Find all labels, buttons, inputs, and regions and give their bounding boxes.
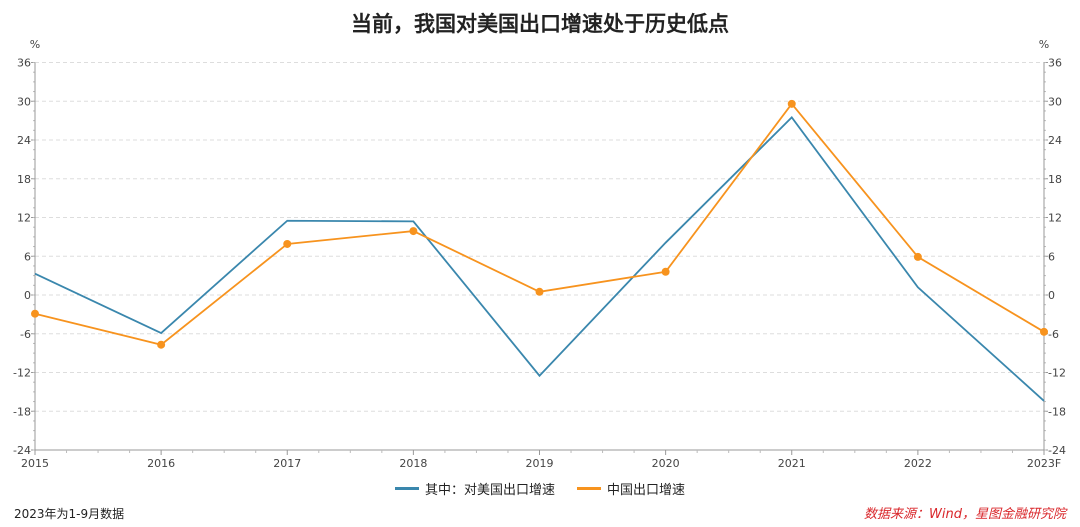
y-tick-label-left: -12 — [13, 367, 31, 380]
x-tick-label: 2022 — [904, 457, 932, 470]
x-tick-label: 2015 — [21, 457, 49, 470]
y-axis-unit-left: % — [30, 38, 40, 51]
y-tick-label-right: 12 — [1048, 212, 1062, 225]
data-point — [409, 227, 418, 236]
y-tick-label-left: -6 — [20, 328, 31, 341]
y-tick-label-left: 30 — [17, 95, 31, 108]
data-point — [283, 239, 292, 248]
y-tick-label-left: 0 — [24, 289, 31, 302]
y-tick-label-right: 18 — [1048, 173, 1062, 186]
data-point — [661, 267, 670, 276]
y-tick-label-right: 6 — [1048, 250, 1055, 263]
data-point — [535, 287, 544, 296]
x-tick-label: 2018 — [399, 457, 427, 470]
y-tick-label-left: 18 — [17, 173, 31, 186]
legend-item-us-exports[interactable]: 其中：对美国出口增速 — [394, 479, 555, 498]
series-line-0 — [34, 116, 1045, 402]
legend-swatch-blue — [394, 487, 419, 490]
data-point — [1040, 327, 1048, 336]
y-tick-label-left: 6 — [24, 250, 31, 263]
x-tick-label: 2019 — [526, 457, 554, 470]
y-tick-label-left: 24 — [17, 134, 31, 147]
y-tick-label-right: 30 — [1048, 95, 1062, 108]
legend-swatch-orange — [577, 487, 601, 490]
data-point — [157, 340, 166, 349]
legend-label: 其中：对美国出口增速 — [424, 483, 555, 498]
line-chart: 36 36 30 30 24 24 18 18 12 12 6 6 0 0 -6 -6 -12 -12 -18 -18… — [13, 38, 1066, 470]
y-tick-label-right: -6 — [1048, 328, 1059, 341]
data-source: 数据来源：Wind，星图金融研究院 — [864, 507, 1066, 522]
y-tick-label-right: 24 — [1048, 134, 1062, 147]
y-tick-label-right: 0 — [1048, 289, 1055, 302]
data-point — [787, 99, 796, 108]
y-tick-label-left: 36 — [17, 57, 31, 70]
x-tick-label: 2017 — [273, 457, 301, 470]
y-tick-label-right: -18 — [1048, 405, 1066, 418]
legend-label: 中国出口增速 — [607, 483, 686, 498]
y-tick-label-left: -18 — [13, 405, 31, 418]
chart-title: 当前，我国对美国出口增速处于历史低点 — [351, 12, 729, 36]
y-tick-label-left: -24 — [13, 444, 31, 457]
x-tick-label: 2020 — [652, 457, 680, 470]
legend: 其中：对美国出口增速 中国出口增速 — [0, 479, 1080, 498]
x-tick-label: 2016 — [147, 457, 175, 470]
footnote: 2023年为1-9月数据 — [14, 507, 125, 521]
data-point — [913, 252, 922, 261]
x-tick-label: 2021 — [778, 457, 806, 470]
legend-item-china-exports[interactable]: 中国出口增速 — [577, 479, 685, 498]
y-tick-label-right: 36 — [1048, 57, 1062, 70]
x-tick-label: 2023F — [1027, 457, 1061, 470]
y-tick-label-right: -24 — [1048, 444, 1066, 457]
y-tick-label-left: 12 — [17, 212, 31, 225]
y-tick-label-right: -12 — [1048, 367, 1066, 380]
y-axis-unit-right: % — [1039, 38, 1049, 51]
data-point — [31, 309, 39, 318]
